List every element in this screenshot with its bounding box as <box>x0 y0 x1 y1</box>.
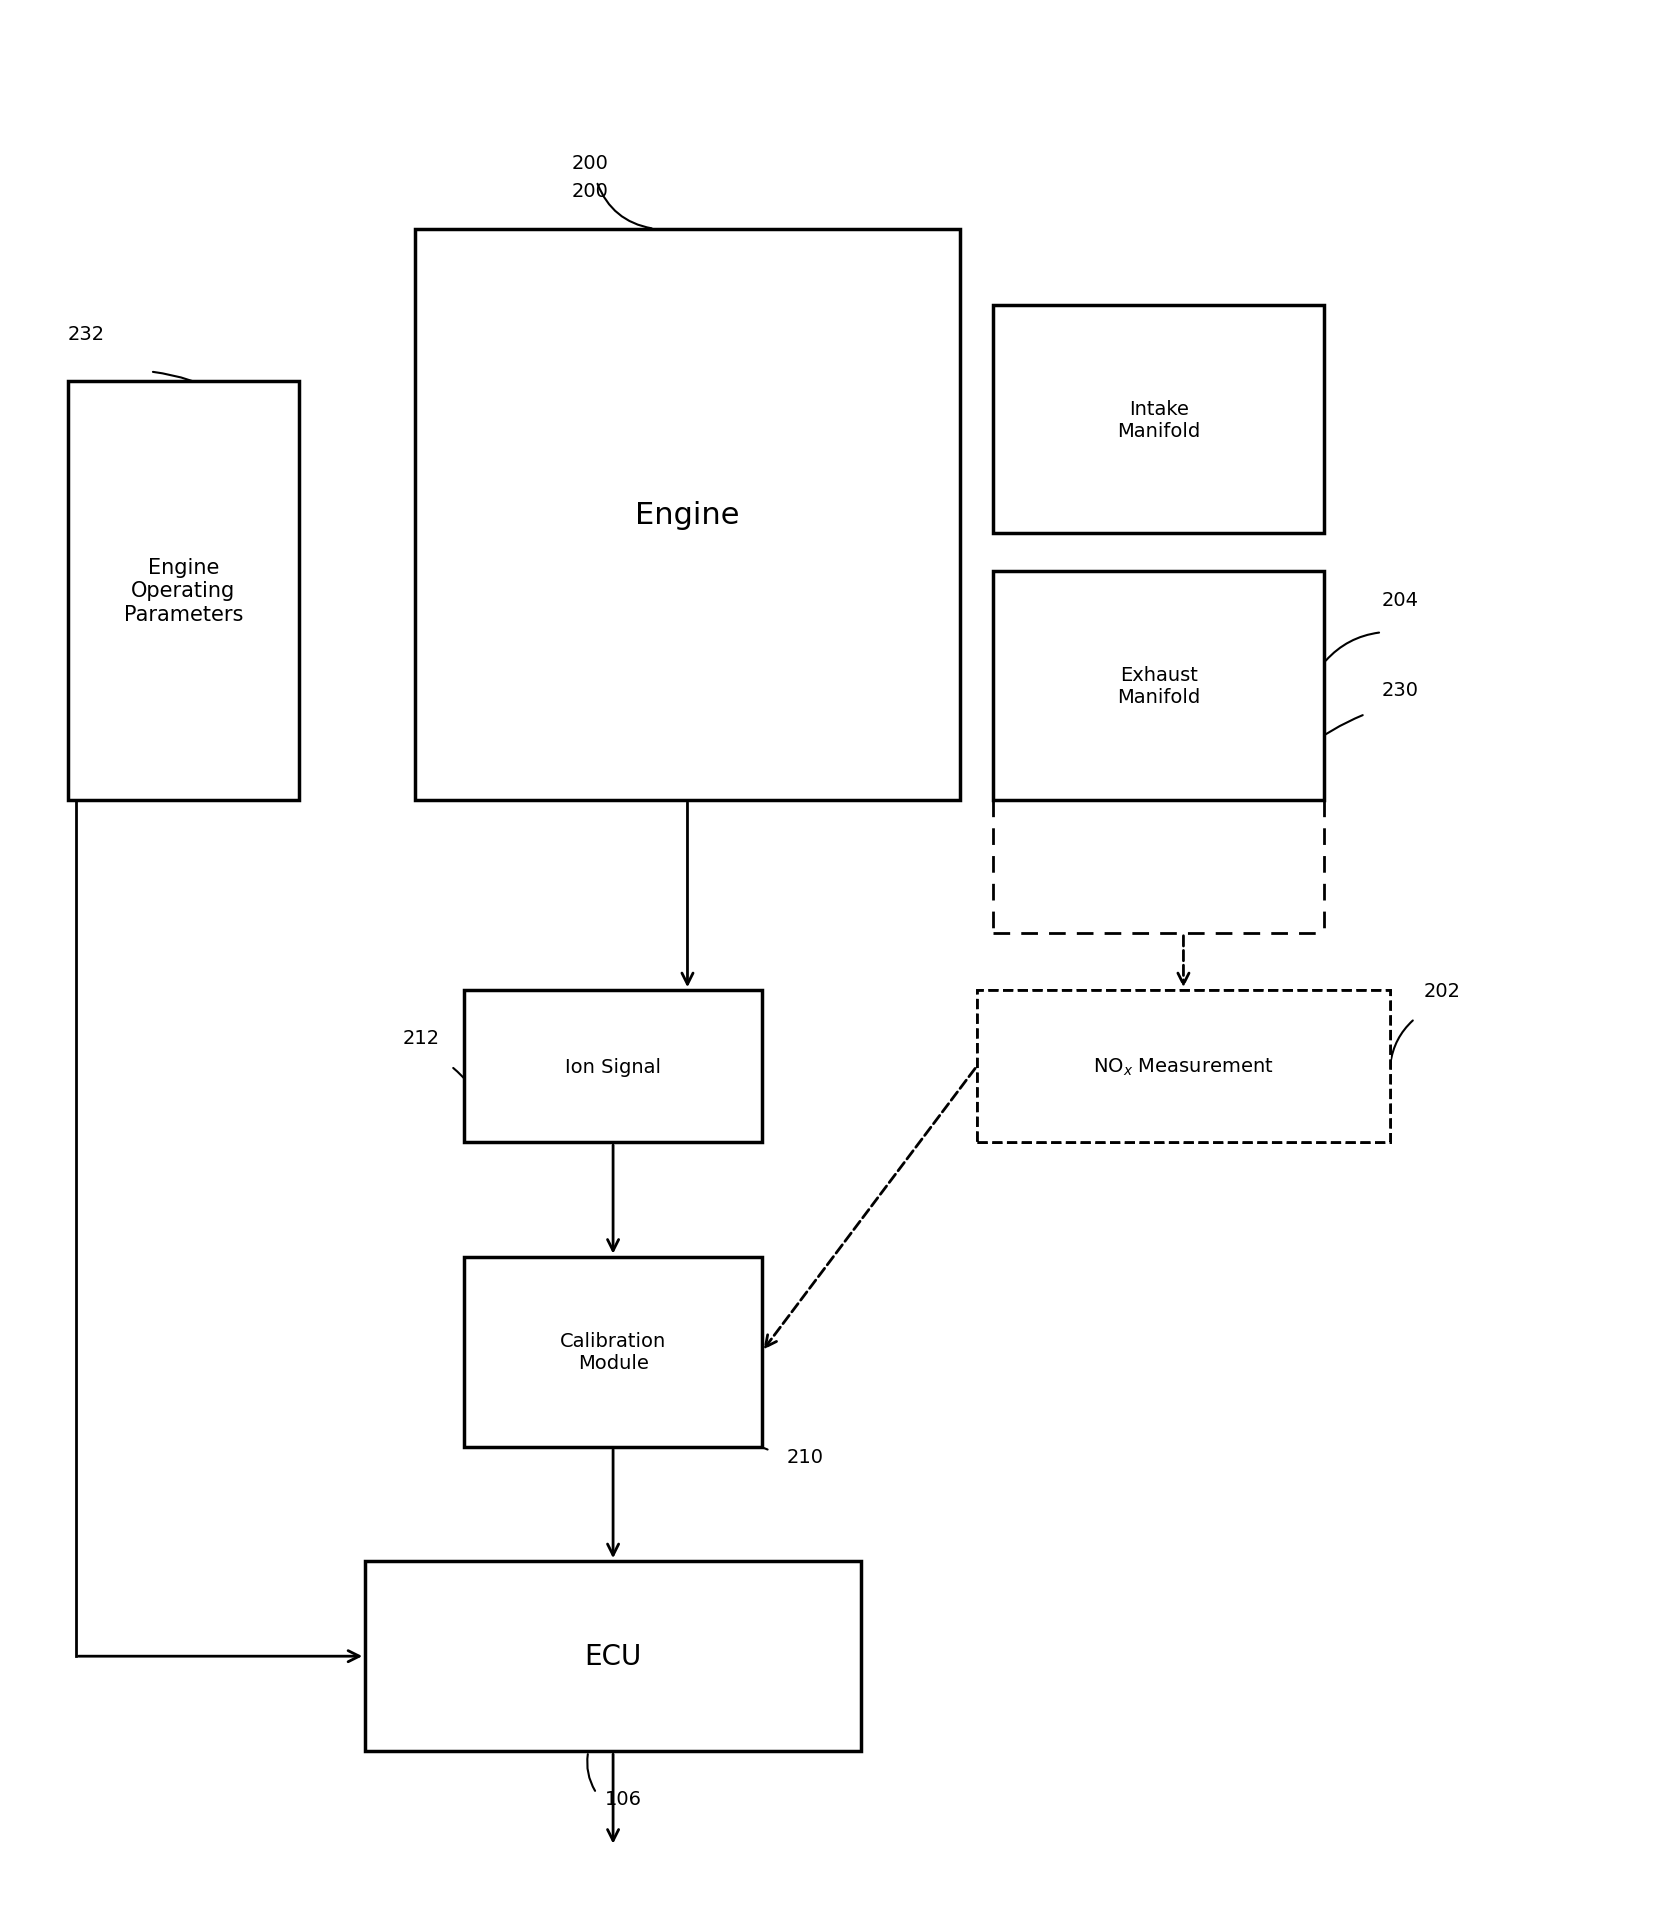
Text: 210: 210 <box>786 1448 823 1467</box>
FancyBboxPatch shape <box>463 1257 761 1448</box>
Text: Exhaust
Manifold: Exhaust Manifold <box>1117 665 1200 707</box>
FancyBboxPatch shape <box>993 572 1322 800</box>
Text: 202: 202 <box>1422 981 1460 1000</box>
Text: 106: 106 <box>604 1789 642 1808</box>
Text: Ion Signal: Ion Signal <box>564 1057 660 1076</box>
FancyBboxPatch shape <box>976 991 1389 1143</box>
Text: NOₓ Measurement: NOₓ Measurement <box>1094 1057 1271 1076</box>
Text: 230: 230 <box>1380 680 1418 699</box>
FancyBboxPatch shape <box>414 231 960 800</box>
Text: 212: 212 <box>402 1029 440 1048</box>
FancyBboxPatch shape <box>976 991 1389 1143</box>
Text: 200: 200 <box>571 183 609 202</box>
Text: 232: 232 <box>68 324 104 343</box>
Text: Calibration
Module: Calibration Module <box>559 1332 665 1372</box>
Text: NO$_x$ Measurement: NO$_x$ Measurement <box>1092 1055 1273 1078</box>
Text: Engine: Engine <box>636 501 740 530</box>
Text: 200: 200 <box>571 154 609 173</box>
FancyBboxPatch shape <box>463 991 761 1143</box>
FancyBboxPatch shape <box>68 381 300 800</box>
Text: Intake
Manifold: Intake Manifold <box>1117 400 1200 440</box>
FancyBboxPatch shape <box>993 305 1322 533</box>
FancyBboxPatch shape <box>364 1562 861 1751</box>
Text: ECU: ECU <box>584 1642 642 1671</box>
Text: 204: 204 <box>1380 591 1418 610</box>
Text: Engine
Operating
Parameters: Engine Operating Parameters <box>124 558 243 625</box>
